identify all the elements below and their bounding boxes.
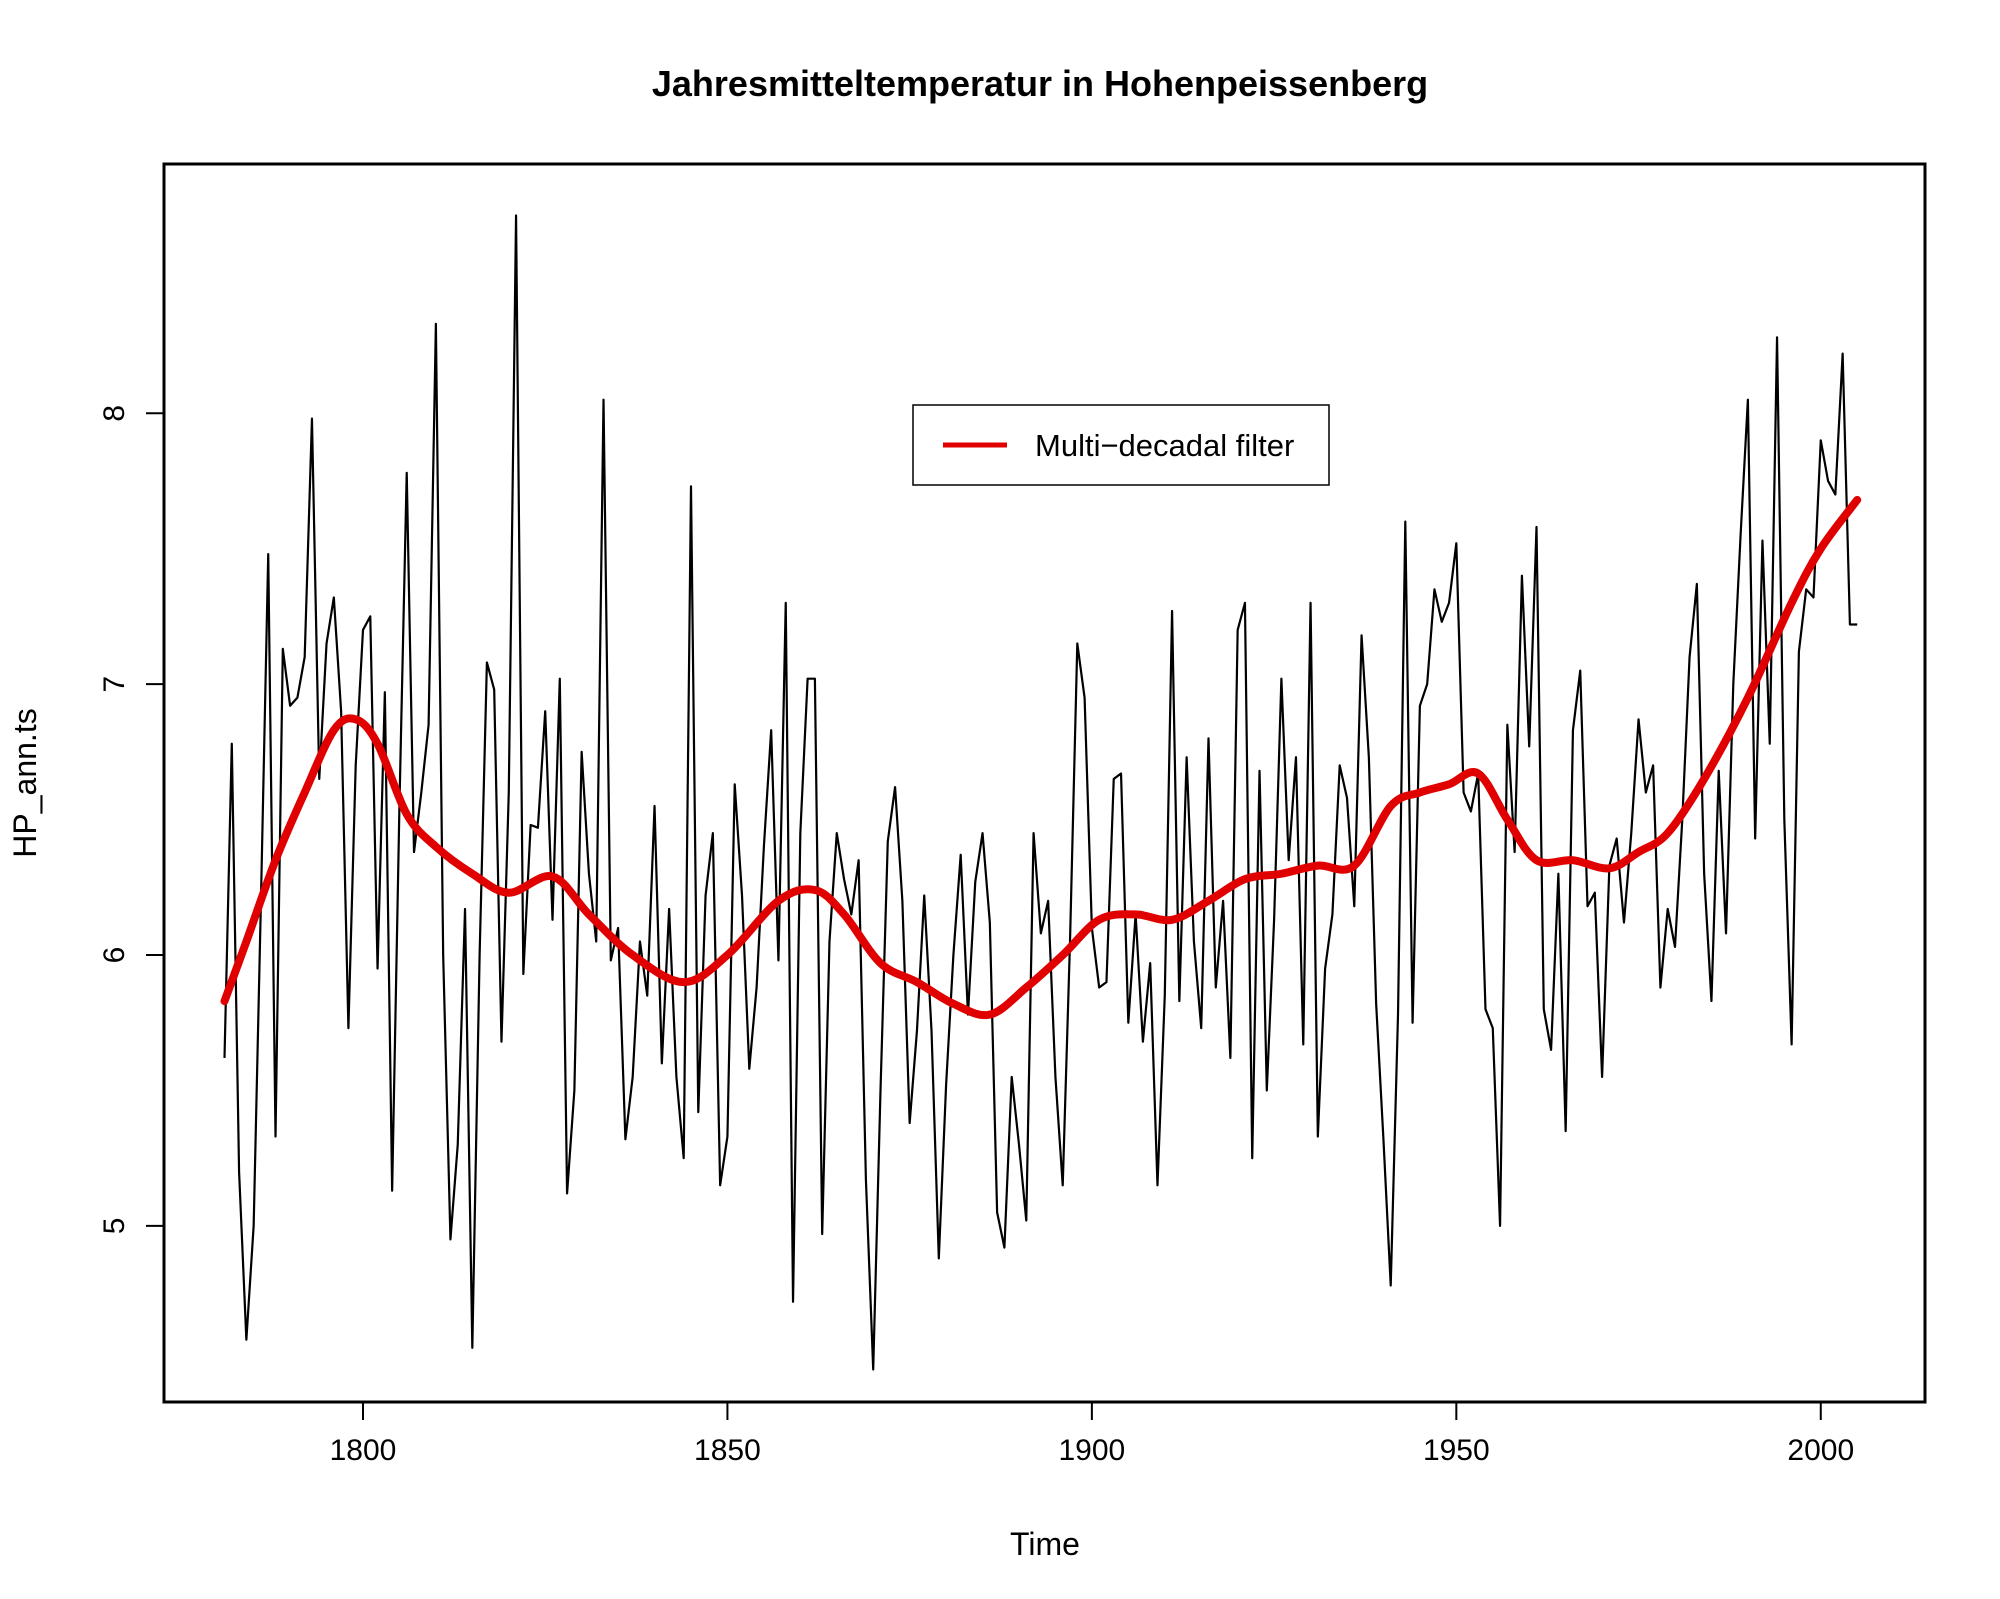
y-axis: 5 6 7 8 [98,405,165,1235]
y-tick-label: 7 [98,676,131,693]
x-tick-label: 1800 [330,1434,397,1467]
x-tick-label: 1900 [1059,1434,1126,1467]
legend: Multi−decadal filter [912,404,1330,486]
series-layer [220,214,1862,1371]
x-axis-label: Time [1010,1526,1080,1562]
series-line-filter [220,495,1862,1020]
chart-title: Jahresmitteltemperatur in Hohenpeissenbe… [652,63,1428,104]
y-tick-label: 8 [98,405,131,422]
y-axis-label: HP_ann.ts [7,708,43,857]
x-axis: 1800 1850 1900 1950 2000 [330,1401,1854,1467]
series-line-annual [223,214,1858,1371]
y-tick-label: 6 [98,947,131,964]
x-tick-label: 1850 [694,1434,761,1467]
legend-label-filter: Multi−decadal filter [1035,428,1294,463]
x-tick-label: 2000 [1787,1434,1854,1467]
y-tick-label: 5 [98,1218,131,1235]
plot-frame [162,162,1927,1404]
x-tick-label: 1950 [1423,1434,1490,1467]
